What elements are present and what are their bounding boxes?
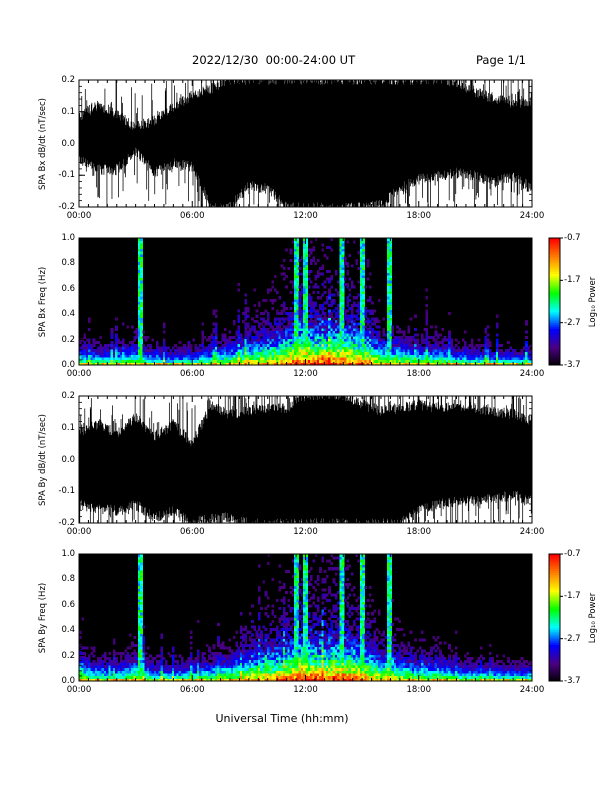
signal-trace [79, 396, 532, 523]
colorbar-frame [548, 553, 561, 682]
x-tick-label: 18:00 [406, 369, 432, 379]
x-tick-label: 00:00 [66, 527, 92, 537]
y-tick-label: -0.2 [58, 202, 75, 212]
x-tick-label: 18:00 [406, 211, 432, 221]
y-tick-label: 0.2 [61, 391, 75, 401]
x-tick-label: 00:00 [66, 685, 92, 695]
y-tick-label: -0.2 [58, 518, 75, 528]
y-tick-label: 1.0 [61, 549, 75, 559]
panel-4 [78, 553, 563, 682]
colorbar-tick-label: -3.7 [564, 360, 581, 370]
signal-trace [79, 80, 532, 207]
spectrogram [79, 554, 532, 681]
colorbar-tick-label: -1.7 [564, 275, 581, 286]
y-tick-label: 0.0 [61, 676, 75, 686]
plot-title: 2022/12/30 00:00-24:00 UT [192, 53, 356, 67]
x-tick-label: 06:00 [180, 211, 205, 221]
y-tick-label: 0.1 [61, 106, 75, 117]
x-tick-label: 12:00 [293, 685, 318, 695]
colorbar-tick-label: -0.7 [564, 233, 581, 243]
colorbar [548, 553, 563, 682]
panel-1 [78, 79, 533, 208]
x-tick-label: 12:00 [293, 527, 318, 537]
y-tick-label: 0.2 [61, 334, 75, 345]
x-tick-label: 00:00 [66, 369, 92, 379]
y-tick-label: 0.0 [61, 454, 75, 465]
y-tick-label: 0.2 [61, 75, 75, 85]
panel-3 [78, 395, 533, 524]
y-tick-label: 0.4 [61, 625, 75, 636]
x-tick-label: 00:00 [66, 211, 92, 221]
y-tick-label: 0.1 [61, 422, 75, 433]
y-tick-label: -0.1 [58, 486, 75, 497]
page-number: Page 1/1 [476, 53, 527, 67]
y-tick-label: 0.0 [61, 360, 75, 370]
x-axis-title: Universal Time (hh:mm) [215, 712, 349, 725]
x-tick-label: 12:00 [293, 211, 318, 221]
y-tick-label: -0.1 [58, 170, 75, 181]
colorbar [548, 237, 563, 366]
spectrogram [79, 238, 532, 365]
y-tick-label: 0.6 [61, 599, 75, 610]
y-tick-label: 0.6 [61, 283, 75, 294]
colorbar-tick-label: -3.7 [564, 676, 581, 686]
x-tick-label: 12:00 [293, 369, 318, 379]
x-tick-label: 06:00 [180, 685, 205, 695]
colorbar-tick-label: -1.7 [564, 591, 581, 602]
y-tick-label: 0.2 [61, 650, 75, 661]
panel-2 [78, 237, 563, 366]
x-tick-label: 24:00 [519, 685, 545, 695]
colorbar-tick-label: -2.7 [564, 633, 581, 644]
x-tick-label: 18:00 [406, 685, 432, 695]
x-tick-label: 06:00 [180, 369, 205, 379]
y-tick-label: 0.0 [61, 138, 75, 149]
x-tick-label: 18:00 [406, 527, 432, 537]
y-tick-label: 0.8 [61, 574, 75, 585]
x-tick-label: 24:00 [519, 369, 545, 379]
x-tick-label: 24:00 [519, 527, 545, 537]
colorbar-tick-label: -0.7 [564, 549, 581, 559]
x-tick-label: 06:00 [180, 527, 205, 537]
y-tick-label: 0.4 [61, 309, 75, 320]
x-tick-label: 24:00 [519, 211, 545, 221]
colorbar-tick-label: -2.7 [564, 317, 581, 328]
y-tick-label: 0.8 [61, 258, 75, 269]
colorbar-frame [548, 237, 561, 366]
y-tick-label: 1.0 [61, 233, 75, 243]
